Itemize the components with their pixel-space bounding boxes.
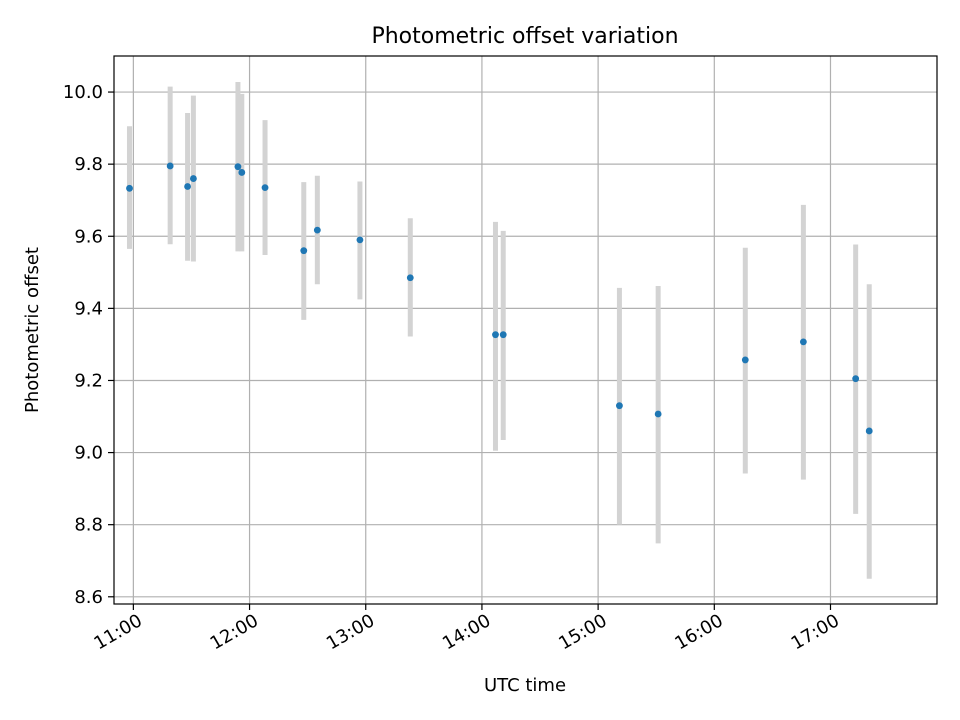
data-point xyxy=(741,356,749,364)
data-point xyxy=(865,427,873,435)
data-point xyxy=(234,163,242,171)
data-point xyxy=(356,236,364,244)
chart-title: Photometric offset variation xyxy=(371,24,678,49)
data-point xyxy=(189,175,197,182)
data-point xyxy=(238,169,246,176)
y-tick-label: 9.4 xyxy=(74,298,103,319)
y-tick-label: 9.0 xyxy=(74,443,103,464)
data-point xyxy=(166,162,174,170)
x-axis-title: UTC time xyxy=(484,675,566,696)
y-tick-label: 9.8 xyxy=(74,154,103,175)
data-point xyxy=(261,184,269,191)
y-axis-title: Photometric offset xyxy=(22,247,43,413)
y-tick-label: 9.2 xyxy=(74,370,103,391)
data-point xyxy=(616,402,623,410)
y-tick-label: 8.6 xyxy=(74,587,103,608)
data-point xyxy=(799,338,807,346)
data-point xyxy=(654,410,662,418)
data-points xyxy=(126,162,873,435)
data-point xyxy=(126,184,133,192)
y-axis-ticks: 8.6 8.8 9.0 9.2 9.4 9.6 9.8 10.0 xyxy=(63,82,114,608)
grid xyxy=(114,56,937,604)
y-tick-label: 9.6 xyxy=(74,226,103,247)
data-point xyxy=(499,331,507,339)
y-tick-label: 8.8 xyxy=(74,515,103,536)
data-point xyxy=(184,183,191,190)
data-point xyxy=(313,226,321,234)
data-point xyxy=(492,331,499,339)
y-tick-label: 10.0 xyxy=(63,82,103,103)
data-point xyxy=(300,247,308,255)
data-point xyxy=(852,375,860,383)
plot-frame xyxy=(113,55,938,605)
data-point xyxy=(406,274,414,282)
